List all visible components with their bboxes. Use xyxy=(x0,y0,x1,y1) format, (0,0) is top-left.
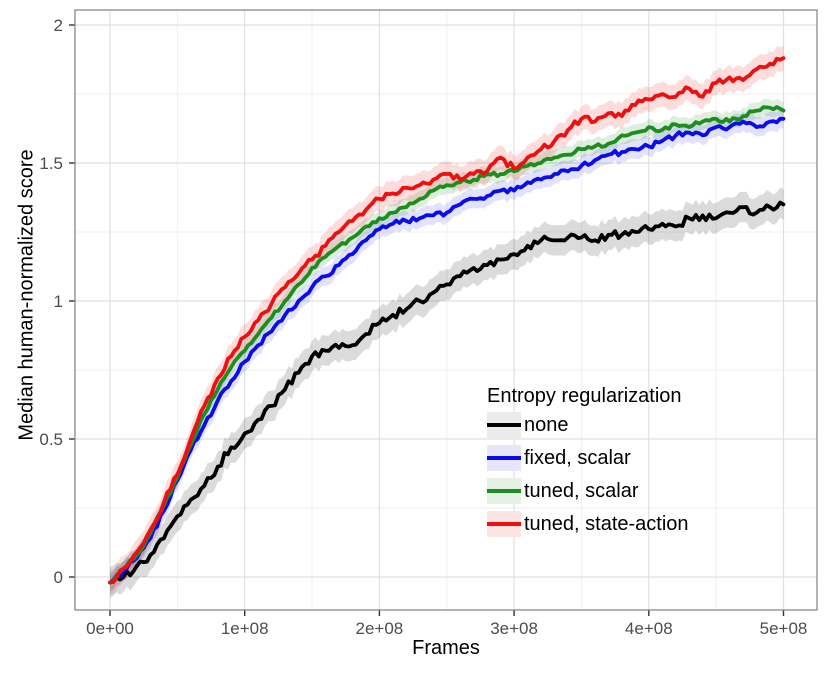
y-tick-label: 1.5 xyxy=(39,154,63,173)
legend-key-fixed-scalar xyxy=(487,445,521,471)
axis-tick-labels: 0e+00 1e+08 2e+08 3e+08 4e+08 5e+08 0 0.5 1 1.5 2 xyxy=(39,16,807,638)
y-tick-label: 2 xyxy=(54,16,63,35)
x-tick-label: 3e+08 xyxy=(490,619,538,638)
y-axis-title: Median human-normalized score xyxy=(15,149,38,441)
y-tick-label: 0 xyxy=(54,568,63,587)
legend-key-tuned-scalar xyxy=(487,478,521,504)
legend-label-none: none xyxy=(524,413,569,436)
legend-label-fixed-scalar: fixed, scalar xyxy=(524,446,631,469)
panel-background xyxy=(75,10,817,610)
x-tick-label: 5e+08 xyxy=(760,619,808,638)
x-tick-label: 1e+08 xyxy=(221,619,269,638)
panel-border xyxy=(74,9,818,611)
series-line-tuned-scalar xyxy=(108,105,786,585)
x-axis-title: Frames xyxy=(412,637,480,659)
y-tick-label: 0.5 xyxy=(39,430,63,449)
series-line-fixed-scalar xyxy=(108,116,786,585)
legend-key-tuned-state-action xyxy=(487,511,521,537)
series-line-none xyxy=(108,200,786,585)
ribbon-fixed-scalar xyxy=(110,109,784,593)
axis-ticks xyxy=(69,24,785,616)
legend-key-none xyxy=(487,412,521,438)
legend-key-line xyxy=(487,489,521,493)
ribbon-tuned-scalar xyxy=(110,98,784,591)
legend-item-none: none xyxy=(487,412,689,438)
legend-key-line xyxy=(487,456,521,460)
x-tick-label: 2e+08 xyxy=(356,619,404,638)
legend-key-line xyxy=(487,522,521,526)
legend-label-tuned-state-action: tuned, state-action xyxy=(524,512,689,535)
legend-item-tuned-scalar: tuned, scalar xyxy=(487,478,689,504)
series-line-tuned-state-action xyxy=(108,56,786,585)
legend-item-fixed-scalar: fixed, scalar xyxy=(487,445,689,471)
y-tick-label: 1 xyxy=(54,292,63,311)
ribbon-none xyxy=(110,187,784,598)
legend-item-tuned-state-action: tuned, state-action xyxy=(487,511,689,537)
legend-label-tuned-scalar: tuned, scalar xyxy=(524,479,639,502)
x-tick-label: 0e+00 xyxy=(86,619,134,638)
legend-title: Entropy regularization xyxy=(487,385,682,407)
gridlines-major xyxy=(75,10,817,610)
legend-key-line xyxy=(487,423,521,427)
legend: Entropy regularization none fixed, scala… xyxy=(487,385,689,544)
x-tick-label: 4e+08 xyxy=(625,619,673,638)
gridlines-minor xyxy=(75,10,817,610)
